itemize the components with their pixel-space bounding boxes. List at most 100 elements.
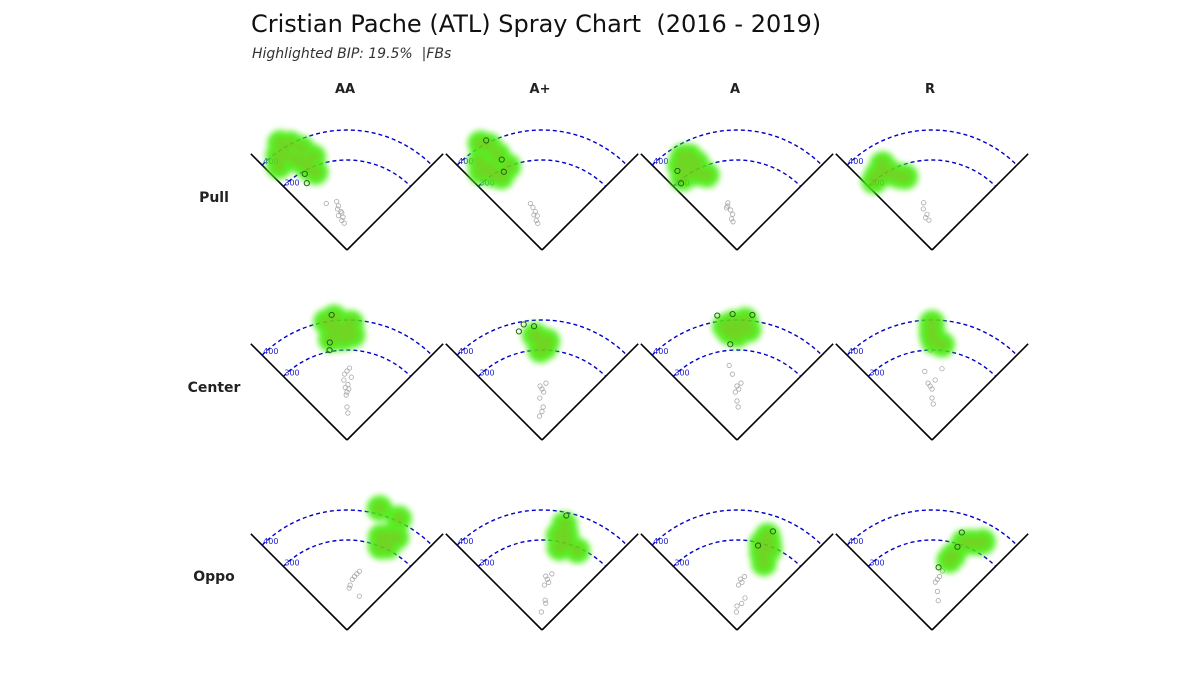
distance-label-400: 400 bbox=[263, 537, 278, 546]
highlight-density-core-blob bbox=[534, 344, 547, 357]
highlighted-bip-point bbox=[563, 512, 570, 519]
other-bip-point bbox=[533, 217, 539, 224]
distance-label-300: 300 bbox=[869, 368, 884, 377]
other-bip-point bbox=[930, 401, 936, 407]
highlight-density-core-blob bbox=[502, 160, 515, 173]
other-bip-point bbox=[738, 380, 744, 386]
highlight-density-core-blob bbox=[943, 554, 956, 567]
other-bip-point bbox=[346, 585, 352, 591]
panel-center-aa: 300 400 bbox=[250, 304, 444, 441]
left-foul-line bbox=[835, 343, 933, 441]
highlight-density-core-blob bbox=[491, 148, 504, 161]
highlighted-bip-point bbox=[483, 137, 490, 144]
highlight-density-core-blob bbox=[284, 138, 297, 151]
highlight-density-core-blob bbox=[274, 137, 287, 150]
left-foul-line bbox=[445, 343, 543, 441]
highlighted-bip-point bbox=[301, 170, 308, 178]
other-bip-point bbox=[729, 371, 735, 377]
highlight-density-core-blob bbox=[309, 166, 322, 179]
panel-center-a-plus: 300 400 bbox=[445, 319, 639, 441]
other-bip-point bbox=[342, 371, 348, 377]
highlighted-bip-point bbox=[500, 168, 507, 175]
other-bip-point bbox=[531, 212, 537, 218]
left-foul-line bbox=[250, 533, 348, 631]
panel-oppo-r: 300 400 bbox=[835, 509, 1029, 631]
panel-oppo-aa: 300 400 bbox=[250, 495, 444, 631]
left-foul-line bbox=[445, 533, 543, 631]
highlight-density-core-blob bbox=[690, 167, 703, 180]
distance-label-300: 300 bbox=[479, 368, 494, 377]
distance-label-400: 400 bbox=[458, 537, 473, 546]
highlight-density-core-blob bbox=[700, 168, 713, 181]
other-bip-point bbox=[542, 597, 548, 603]
column-label-a: A bbox=[729, 82, 741, 97]
highlight-density-core-blob bbox=[328, 311, 341, 324]
highlighted-bip-point bbox=[520, 321, 527, 328]
other-bip-point bbox=[728, 216, 735, 222]
other-bip-point bbox=[532, 208, 538, 215]
distance-arc-300 bbox=[282, 349, 412, 377]
highlight-density-core bbox=[943, 535, 989, 567]
highlighted-bip-point bbox=[326, 347, 333, 354]
highlight-density-core-blob bbox=[325, 333, 338, 346]
left-foul-line bbox=[640, 153, 738, 251]
other-bip-point bbox=[725, 200, 731, 206]
highlighted-bip-point bbox=[328, 311, 335, 319]
distance-arc-400 bbox=[846, 509, 1018, 546]
highlight-density-core-blob bbox=[474, 155, 487, 168]
right-foul-line bbox=[931, 153, 1029, 251]
other-bip-point bbox=[356, 593, 362, 599]
other-bip-point bbox=[334, 198, 340, 205]
right-foul-line bbox=[736, 153, 834, 251]
highlight-density-core-blob bbox=[373, 502, 386, 515]
other-bip-point bbox=[921, 200, 927, 206]
row-label-oppo: Oppo bbox=[193, 569, 235, 585]
other-bip-point bbox=[726, 362, 732, 369]
left-foul-line bbox=[835, 153, 933, 251]
other-bip-point bbox=[343, 392, 349, 398]
right-foul-line bbox=[346, 153, 444, 251]
highlight-density-core-blob bbox=[345, 317, 358, 330]
other-bip-point bbox=[536, 413, 543, 419]
other-bip-point bbox=[737, 576, 744, 582]
other-bip-point bbox=[543, 380, 549, 386]
other-bip-point bbox=[347, 582, 353, 588]
highlight-density-core-blob bbox=[936, 338, 949, 351]
panel-center-a: 300 400 bbox=[640, 307, 834, 441]
highlight-density-core bbox=[926, 317, 949, 351]
column-label-aa: AA bbox=[334, 82, 356, 97]
row-label-center: Center bbox=[187, 380, 241, 396]
distance-label-300: 300 bbox=[674, 558, 689, 567]
highlight-density-core-blob bbox=[528, 329, 541, 342]
other-bip-point bbox=[929, 395, 935, 401]
right-foul-line bbox=[736, 533, 834, 631]
other-bip-point bbox=[728, 207, 734, 213]
other-bip-point bbox=[735, 404, 741, 410]
highlight-density-core-blob bbox=[756, 546, 769, 559]
right-foul-line bbox=[736, 343, 834, 441]
other-bip-point bbox=[334, 206, 341, 212]
distance-arc-300 bbox=[477, 159, 607, 187]
highlight-density-core-blob bbox=[553, 541, 566, 554]
highlight-density-core bbox=[272, 137, 322, 179]
other-bip-point bbox=[723, 205, 730, 211]
distance-label-400: 400 bbox=[263, 347, 278, 356]
chart-subtitle: Highlighted BIP: 19.5% |FBs bbox=[252, 46, 452, 62]
highlight-density bbox=[936, 528, 996, 574]
highlighted-bip-point bbox=[729, 310, 736, 318]
other-bip-point bbox=[538, 609, 544, 615]
highlight-density-core-blob bbox=[486, 168, 499, 181]
other-bip-point bbox=[742, 595, 748, 601]
column-label-r: R bbox=[924, 82, 935, 97]
distance-label-400: 400 bbox=[848, 537, 863, 546]
highlight-density-core-blob bbox=[278, 148, 291, 161]
other-bip-point bbox=[934, 588, 941, 594]
highlight-density-core-blob bbox=[876, 158, 889, 171]
distance-label-400: 400 bbox=[653, 347, 668, 356]
highlight-density-core-blob bbox=[739, 314, 752, 327]
right-foul-line bbox=[541, 153, 639, 251]
highlighted-bip-point bbox=[515, 328, 523, 335]
